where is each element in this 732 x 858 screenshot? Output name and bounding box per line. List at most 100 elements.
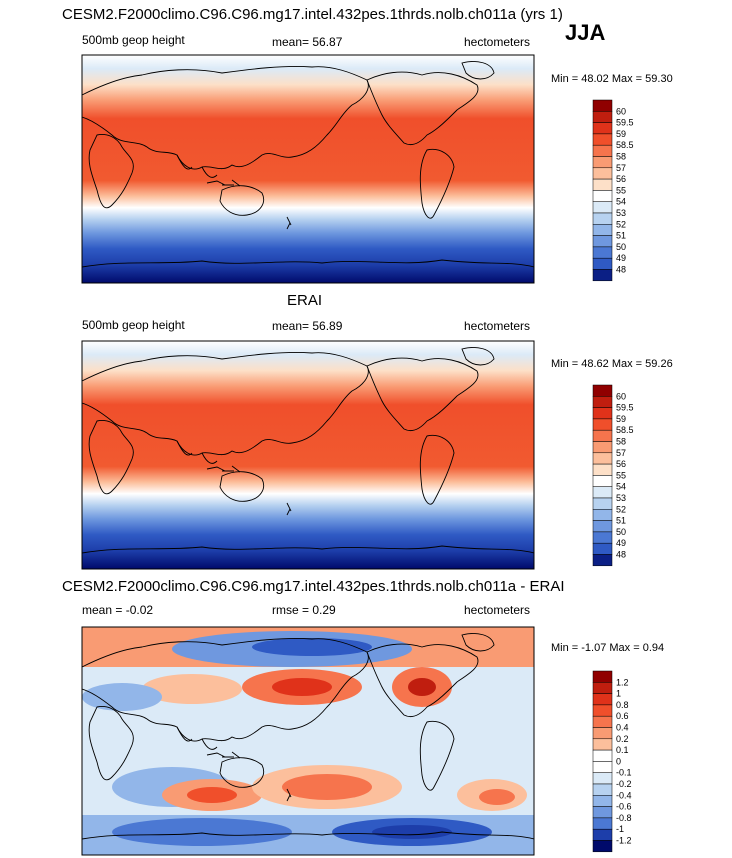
colorbar-tick-label: 59.5 xyxy=(616,118,634,128)
colorbars: 6059.55958.558575655545352515049486059.5… xyxy=(592,99,634,853)
colorbar-tick-label: 54 xyxy=(616,482,626,492)
colorbar-swatch xyxy=(592,509,613,521)
colorbar-swatch xyxy=(592,133,613,146)
panel2-title: ERAI xyxy=(287,292,323,309)
colorbar-tick-label: 58.5 xyxy=(616,140,634,150)
colorbar-tick-label: 0 xyxy=(616,756,621,766)
colorbar-tick-label: 58 xyxy=(616,152,626,162)
colorbar-swatch xyxy=(592,806,613,819)
colorbar-tick-label: 58 xyxy=(616,437,626,447)
colorbar-swatch xyxy=(592,475,613,487)
colorbar-swatch xyxy=(592,452,613,465)
colorbar-tick-label: 52 xyxy=(616,504,626,514)
colorbar-swatch xyxy=(592,520,613,533)
panel2-units-label: hectometers xyxy=(464,319,531,333)
colorbar-swatch xyxy=(592,224,613,236)
colorbar-tick-label: 0.8 xyxy=(616,700,629,710)
colorbar-tick-label: 60 xyxy=(616,106,626,116)
colorbar-swatch xyxy=(592,554,613,567)
colorbar-swatch xyxy=(592,201,613,214)
panel1-minmax: Min = 48.02 Max = 59.30 xyxy=(551,73,673,85)
colorbar-swatch xyxy=(592,670,613,683)
colorbar-swatch xyxy=(592,727,613,740)
panel2-minmax: Min = 48.62 Max = 59.26 xyxy=(551,358,673,370)
colorbar-swatch xyxy=(592,384,613,397)
colorbar-swatch xyxy=(592,99,613,112)
colorbar-swatch xyxy=(592,235,613,248)
colorbar-tick-label: -1.2 xyxy=(616,836,632,846)
colorbar-swatch xyxy=(592,486,613,499)
colorbar-tick-label: 56 xyxy=(616,459,626,469)
colorbar-tick-label: -1 xyxy=(616,824,624,834)
panel2-mean-label: mean= 56.89 xyxy=(272,319,343,333)
colorbar-swatch xyxy=(592,693,613,706)
colorbar-swatch xyxy=(592,269,613,282)
panel2-variable-label: 500mb geop height xyxy=(82,318,185,332)
panel3-units-label: hectometers xyxy=(464,603,531,617)
colorbar-tick-label: 57 xyxy=(616,448,626,458)
colorbar-swatch xyxy=(592,246,613,259)
colorbar-swatch xyxy=(592,749,613,762)
colorbar-swatch xyxy=(592,396,613,408)
colorbar-tick-label: 60 xyxy=(616,391,626,401)
colorbar-swatch xyxy=(592,418,613,431)
colorbar-swatch xyxy=(592,682,613,694)
colorbar-tick-label: 0.1 xyxy=(616,745,629,755)
colorbar-swatch xyxy=(592,156,613,169)
colorbar-tick-label: 0.2 xyxy=(616,734,629,744)
panel1-title: CESM2.F2000climo.C96.C96.mg17.intel.432p… xyxy=(62,6,563,23)
panel1-units-label: hectometers xyxy=(464,35,531,49)
colorbar-tick-label: 1 xyxy=(616,689,621,699)
panel3-mean-label: mean = -0.02 xyxy=(82,603,154,617)
colorbar-swatch xyxy=(592,783,613,796)
colorbar-tick-label: 57 xyxy=(616,163,626,173)
season-label: JJA xyxy=(565,20,606,45)
colorbar-tick-label: 53 xyxy=(616,208,626,218)
colorbar-tick-label: 53 xyxy=(616,493,626,503)
colorbar-swatch xyxy=(592,531,613,544)
colorbar-swatch xyxy=(592,441,613,454)
colorbar-tick-label: 49 xyxy=(616,253,626,263)
colorbar-tick-label: -0.6 xyxy=(616,802,632,812)
colorbar-swatch xyxy=(592,429,613,442)
colorbar-tick-label: 49 xyxy=(616,538,626,548)
colorbar-swatch xyxy=(592,167,613,180)
colorbar-swatch xyxy=(592,463,613,476)
colorbar-swatch xyxy=(592,111,613,123)
colorbar-swatch xyxy=(592,704,613,717)
colorbar-tick-label: 59 xyxy=(616,414,626,424)
colorbar-tick-label: 52 xyxy=(616,219,626,229)
colorbar-swatch xyxy=(592,122,613,135)
colorbar-swatch xyxy=(592,212,613,225)
colorbar-tick-label: -0.1 xyxy=(616,768,632,778)
colorbar-swatch xyxy=(592,817,613,830)
panel3-minmax: Min = -1.07 Max = 0.94 xyxy=(551,642,665,654)
panel1-mean-label: mean= 56.87 xyxy=(272,35,343,49)
colorbar-tick-label: 1.2 xyxy=(616,677,629,687)
colorbar-tick-label: 54 xyxy=(616,197,626,207)
colorbar-tick-label: -0.2 xyxy=(616,779,632,789)
colorbar-swatch xyxy=(592,738,613,751)
colorbar-swatch xyxy=(592,190,613,202)
colorbar-swatch xyxy=(592,542,613,555)
colorbar-tick-label: -0.4 xyxy=(616,790,632,800)
colorbar-tick-label: 50 xyxy=(616,242,626,252)
colorbar-tick-label: 48 xyxy=(616,265,626,275)
panel3-rmse-label: rmse = 0.29 xyxy=(272,603,336,617)
colorbar-tick-label: -0.8 xyxy=(616,813,632,823)
colorbar-tick-label: 48 xyxy=(616,550,626,560)
colorbar-tick-label: 58.5 xyxy=(616,425,634,435)
colorbar-swatch xyxy=(592,795,613,807)
panel2-map xyxy=(81,340,535,570)
colorbar-swatch xyxy=(592,407,613,420)
colorbar-swatch xyxy=(592,715,613,728)
colorbar-swatch xyxy=(592,828,613,841)
colorbar-swatch xyxy=(592,840,613,853)
panel1-map xyxy=(81,54,535,284)
colorbar-tick-label: 59 xyxy=(616,129,626,139)
colorbar-swatch xyxy=(592,144,613,157)
colorbar-tick-label: 0.6 xyxy=(616,711,629,721)
colorbar-tick-label: 0.4 xyxy=(616,723,629,733)
panel3-title: CESM2.F2000climo.C96.C96.mg17.intel.432p… xyxy=(62,578,565,595)
